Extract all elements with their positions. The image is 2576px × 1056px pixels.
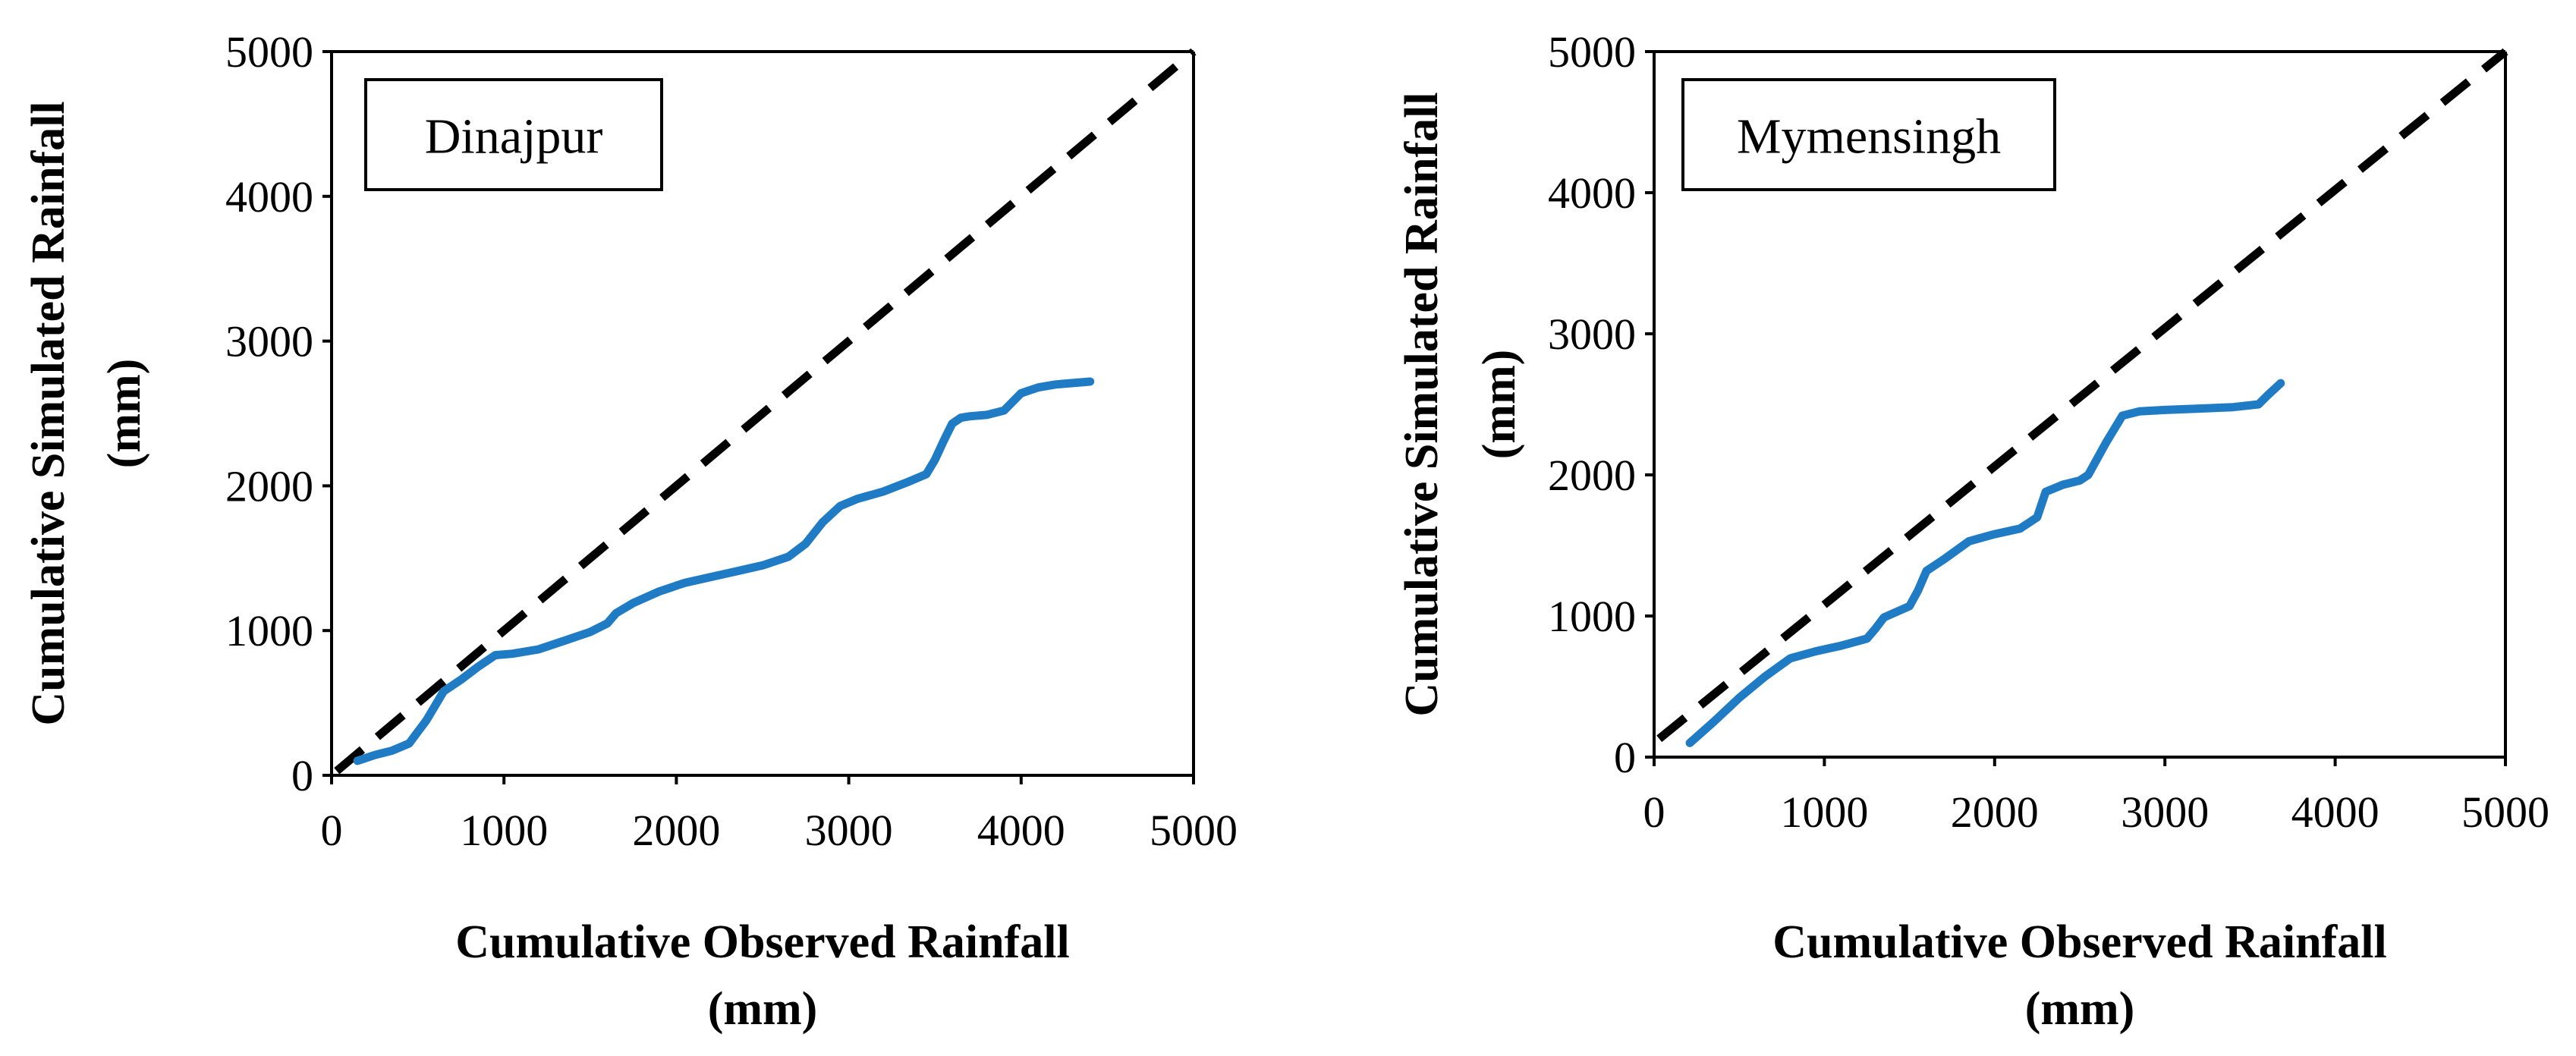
y-tick-label: 1000 [1548,592,1636,641]
y-tick-label: 2000 [225,461,313,511]
x-tick-label: 0 [1643,787,1665,837]
station-label-box [1681,78,2056,191]
y-tick-label: 3000 [225,317,313,366]
y-tick-label: 5000 [225,27,313,77]
x-tick-label: 5000 [2461,787,2549,837]
x-tick-label: 5000 [1150,806,1238,855]
x-tick-label: 4000 [977,806,1065,855]
y-tick-label: 4000 [225,172,313,222]
y-tick-label: 5000 [1548,27,1636,77]
x-tick-label: 2000 [632,806,720,855]
dinajpur-chart: 0 1000 2000 3000 4000 5000 0 1000 2000 3000 4000 50… [23,27,1238,1035]
mymensingh-chart: 0 1000 2000 3000 4000 5000 0 1000 2000 3000 4000 50… [1396,27,2549,1035]
y-tick-label: 2000 [1548,451,1636,500]
x-tick-label: 3000 [2121,787,2209,837]
y-axis-title: Cumulative Simulated Rainfall [1396,92,1448,716]
y-tick-label: 0 [291,751,313,800]
y-tick-label: 4000 [1548,168,1636,218]
y-axis-title: (mm) [1474,350,1525,460]
x-tick-label: 0 [321,806,343,855]
y-tick-label: 0 [1614,733,1636,782]
x-axis-title: Cumulative Observed Rainfall [455,916,1069,968]
station-label-dinajpur: Dinajpur [425,109,603,165]
x-tick-label: 4000 [2291,787,2379,837]
simulated-rainfall-line [1685,379,2285,747]
x-axis-title: (mm) [2025,983,2135,1035]
y-tick-label: 3000 [1548,310,1636,359]
one-to-one-reference-line [1656,48,2508,743]
x-axis-title: Cumulative Observed Rainfall [1772,916,2386,968]
y-tick-label: 1000 [225,606,313,655]
x-tick-label: 2000 [1951,787,2039,837]
station-label-box [364,78,663,191]
y-axis-title: Cumulative Simulated Rainfall [23,101,74,725]
x-axis-title: (mm) [708,983,818,1035]
x-tick-label: 1000 [1780,787,1868,837]
y-axis-title: (mm) [99,359,150,469]
x-tick-label: 3000 [805,806,893,855]
x-tick-label: 1000 [460,806,548,855]
one-to-one-reference-line [334,48,1197,775]
station-label-mymensingh: Mymensingh [1737,109,2001,165]
simulated-rainfall-line [353,377,1095,765]
